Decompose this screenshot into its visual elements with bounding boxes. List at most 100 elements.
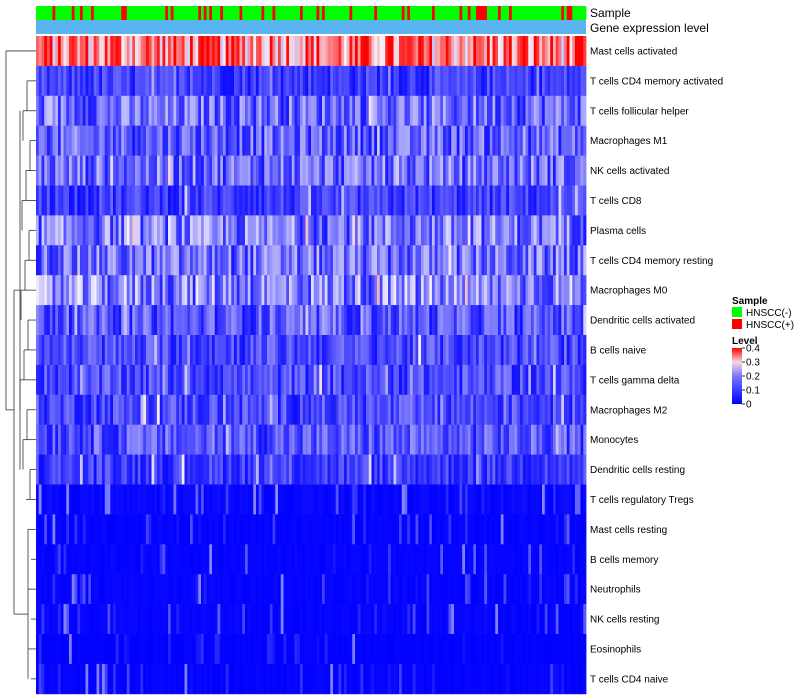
heatmap-cell — [553, 335, 557, 366]
heatmap-cell — [514, 634, 518, 665]
heatmap-cell — [520, 663, 524, 695]
heatmap-cell — [283, 604, 287, 635]
heatmap-cell — [247, 36, 251, 67]
sample-cell — [324, 6, 328, 20]
heatmap-cell — [77, 185, 81, 216]
heatmap-cell — [256, 544, 260, 575]
sample-cell — [393, 6, 397, 20]
heatmap-cell — [170, 394, 174, 426]
heatmap-cell — [129, 424, 133, 455]
heatmap-cell — [157, 544, 161, 575]
heatmap-cell — [212, 275, 216, 306]
heatmap-cell — [217, 394, 221, 426]
heatmap-cell — [286, 663, 290, 695]
heatmap-cell — [225, 185, 229, 216]
heatmap-cell — [525, 335, 529, 366]
heatmap-cell — [432, 125, 436, 156]
heatmap-cell — [440, 364, 444, 396]
heatmap-cell — [357, 514, 361, 545]
heatmap-cell — [225, 335, 229, 366]
heatmap-cell — [102, 95, 106, 127]
heatmap-cell — [473, 305, 477, 336]
heatmap-cell — [520, 275, 524, 306]
heatmap-cell — [533, 36, 537, 67]
heatmap-cell — [520, 544, 524, 575]
heatmap-cell — [187, 574, 191, 605]
heatmap-cell — [96, 604, 100, 635]
heatmap-cell — [77, 305, 81, 336]
heatmap-cell — [517, 275, 521, 306]
heatmap-cell — [374, 544, 378, 575]
heatmap-cell — [126, 185, 130, 216]
heatmap-cell — [333, 275, 337, 306]
heatmap-cell — [110, 185, 114, 216]
heatmap-cell — [217, 125, 221, 156]
heatmap-cell — [291, 424, 295, 455]
heatmap-cell — [121, 155, 125, 186]
heatmap-cell — [184, 424, 188, 455]
heatmap-cell — [451, 335, 455, 366]
heatmap-cell — [487, 424, 491, 455]
heatmap-cell — [58, 36, 62, 67]
heatmap-cell — [170, 335, 174, 366]
heatmap-cell — [302, 305, 306, 336]
heatmap-cell — [250, 604, 254, 635]
heatmap-cell — [280, 663, 284, 695]
heatmap-cell — [225, 155, 229, 186]
sample-cell — [203, 6, 207, 20]
heatmap-cell — [93, 215, 97, 246]
heatmap-cell — [88, 663, 92, 695]
heatmap-cell — [333, 604, 337, 635]
heatmap-cell — [250, 185, 254, 216]
heatmap-cell — [404, 634, 408, 665]
heatmap-cell — [434, 634, 438, 665]
heatmap-cell — [220, 36, 224, 67]
heatmap-cell — [146, 95, 150, 127]
level-legend-title: Level — [732, 336, 758, 347]
heatmap-cell — [129, 454, 133, 485]
heatmap-cell — [432, 275, 436, 306]
heatmap-cell — [481, 275, 485, 306]
heatmap-cell — [550, 36, 554, 67]
heatmap-cell — [327, 305, 331, 336]
heatmap-cell — [319, 305, 323, 336]
heatmap-cell — [173, 514, 177, 545]
heatmap-cell — [399, 155, 403, 186]
heatmap-cell — [426, 335, 430, 366]
heatmap-cell — [157, 65, 161, 97]
heatmap-cell — [385, 36, 389, 67]
heatmap-cell — [234, 245, 238, 276]
heatmap-cell — [388, 275, 392, 306]
heatmap-cell — [410, 544, 414, 575]
heatmap-cell — [104, 275, 108, 306]
heatmap-cell — [506, 185, 510, 216]
heatmap-cell — [294, 364, 298, 396]
level-tick-label: 0 — [746, 400, 752, 411]
heatmap-cell — [311, 36, 315, 67]
heatmap-cell — [547, 424, 551, 455]
heatmap-cell — [225, 394, 229, 426]
heatmap-cell — [456, 65, 460, 97]
heatmap-cell — [357, 604, 361, 635]
heatmap-cell — [500, 544, 504, 575]
heatmap-cell — [132, 424, 136, 455]
heatmap-cell — [542, 634, 546, 665]
heatmap-cell — [236, 305, 240, 336]
heatmap-cell — [459, 335, 463, 366]
sample-cell — [412, 6, 416, 20]
heatmap-cell — [261, 245, 265, 276]
heatmap-cell — [341, 245, 345, 276]
heatmap-cell — [368, 245, 372, 276]
sample-cell — [360, 6, 364, 20]
heatmap-cell — [228, 574, 232, 605]
heatmap-cell — [533, 634, 537, 665]
heatmap-cell — [564, 305, 568, 336]
heatmap-cell — [228, 484, 232, 515]
heatmap-cell — [517, 394, 521, 426]
heatmap-cell — [330, 544, 334, 575]
heatmap-cell — [421, 604, 425, 635]
heatmap-cell — [91, 36, 95, 67]
heatmap-cell — [349, 305, 353, 336]
heatmap-cell — [514, 514, 518, 545]
heatmap-cell — [445, 215, 449, 246]
